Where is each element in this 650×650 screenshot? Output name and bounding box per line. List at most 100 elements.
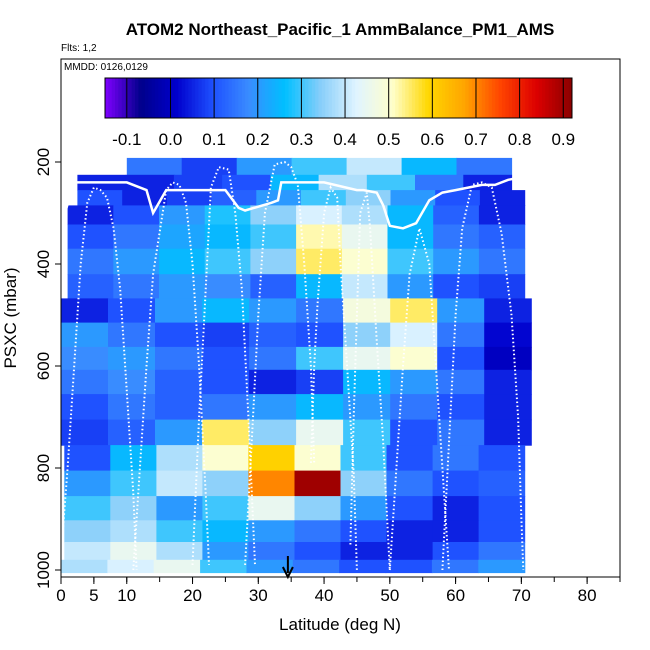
colorbar-segment [191, 78, 196, 118]
heatmap-cell [390, 369, 438, 395]
heatmap-cell [108, 419, 156, 446]
heatmap-cell [433, 248, 480, 275]
colorbar-segment [455, 78, 460, 118]
colorbar-segment [401, 78, 406, 118]
colorbar-segment [388, 78, 393, 118]
heatmap-cell [343, 394, 391, 421]
colorbar-segment [405, 78, 409, 118]
colorbar-segment [488, 78, 493, 118]
heatmap-cell [249, 298, 297, 324]
heatmap-cell [340, 496, 388, 521]
heatmap-cell [387, 224, 434, 250]
heatmap-cell [202, 470, 249, 497]
colorbar [104, 77, 573, 119]
heatmap-cell [155, 419, 203, 446]
heatmap-cell [108, 394, 156, 421]
colorbar-segment [261, 78, 266, 118]
colorbar-segment [435, 78, 439, 118]
heatmap-cell [390, 394, 438, 421]
colorbar-frame [104, 77, 573, 119]
heatmap-cell [484, 369, 532, 395]
heatmap-cell [159, 274, 206, 299]
colorbar-segment [518, 78, 523, 118]
colorbar-segment [465, 78, 470, 118]
colorbar-tick-label: 0.5 [377, 130, 401, 149]
heatmap-cell [250, 274, 297, 299]
x-tick-label: 60 [446, 586, 465, 605]
colorbar-segment [351, 78, 356, 118]
colorbar-segment [375, 78, 379, 118]
colorbar-segment [371, 78, 376, 118]
heatmap-cell [484, 419, 532, 446]
colorbar-segment [445, 78, 449, 118]
heatmap-cell [202, 394, 250, 421]
heatmap-cell [108, 369, 156, 395]
heatmap-cell [110, 496, 157, 521]
colorbar-segment [331, 78, 336, 118]
heatmap-cell [159, 248, 206, 275]
heatmap-cell [110, 542, 157, 561]
heatmap-cell [202, 322, 250, 348]
colorbar-segment [178, 78, 183, 118]
x-tick-label: 10 [117, 586, 136, 605]
profile-line [441, 181, 525, 571]
heatmap-cell [340, 542, 388, 561]
heatmap-cell [155, 369, 203, 395]
colorbar-segment [255, 78, 259, 118]
heatmap-cell [155, 322, 203, 348]
heatmap-cell [125, 174, 175, 191]
colorbar-segment [291, 78, 296, 118]
colorbar-tick-label: 0.0 [159, 130, 183, 149]
heatmap-cell [433, 274, 480, 299]
colorbar-segment [565, 78, 570, 118]
colorbar-segment [381, 78, 386, 118]
profile-line [61, 186, 138, 571]
heatmap-cell [387, 205, 434, 226]
colorbar-segment [325, 78, 329, 118]
heatmap-cell [478, 520, 526, 543]
flights-label: Flts: 1,2 [61, 43, 97, 54]
colorbar-segment [131, 78, 136, 118]
heatmap-cell [249, 322, 297, 348]
colorbar-segment [535, 78, 540, 118]
heatmap-cell [107, 559, 155, 574]
heatmap-cell [155, 346, 203, 371]
heatmap-cell [250, 248, 297, 275]
heatmap-cell [294, 520, 342, 543]
heatmap-cell [437, 322, 485, 348]
heatmap-cell [61, 559, 108, 574]
colorbar-segment [418, 78, 423, 118]
chart-title: ATOM2 Northeast_Pacific_1 AmmBalance_PM1… [126, 20, 555, 39]
heatmap-cell [478, 496, 526, 521]
heatmap-cell [478, 205, 526, 226]
heatmap-cell [248, 496, 295, 521]
colorbar-tick-label: -0.1 [112, 130, 141, 149]
profile-line [244, 160, 316, 565]
heatmap-cell [386, 445, 434, 472]
colorbar-segment [475, 78, 480, 118]
colorbar-tick-label: 0.9 [551, 130, 575, 149]
latitude-marker-arrow [281, 556, 294, 580]
colorbar-segment [135, 78, 139, 118]
heatmap-cell [202, 542, 249, 561]
colorbar-segment [138, 78, 143, 118]
heatmap-cell [437, 369, 485, 395]
heatmap-cell [478, 542, 526, 561]
colorbar-segment [532, 78, 536, 118]
colorbar-segment [288, 78, 293, 118]
marker-head [281, 566, 294, 580]
colorbar-segment [522, 78, 526, 118]
colorbar-segment [461, 78, 466, 118]
colorbar-segment [358, 78, 363, 118]
colorbar-segment [195, 78, 199, 118]
colorbar-tick-label: 0.4 [333, 130, 357, 149]
heatmap-cell [431, 559, 479, 574]
colorbar-segment [431, 78, 436, 118]
heatmap-cell [64, 520, 111, 543]
colorbar-segment [451, 78, 456, 118]
plot-frame [60, 58, 621, 578]
heatmap-cell [296, 224, 343, 250]
heatmap-cell [390, 190, 436, 206]
heatmap-cell [61, 394, 109, 421]
heatmap [61, 157, 532, 574]
